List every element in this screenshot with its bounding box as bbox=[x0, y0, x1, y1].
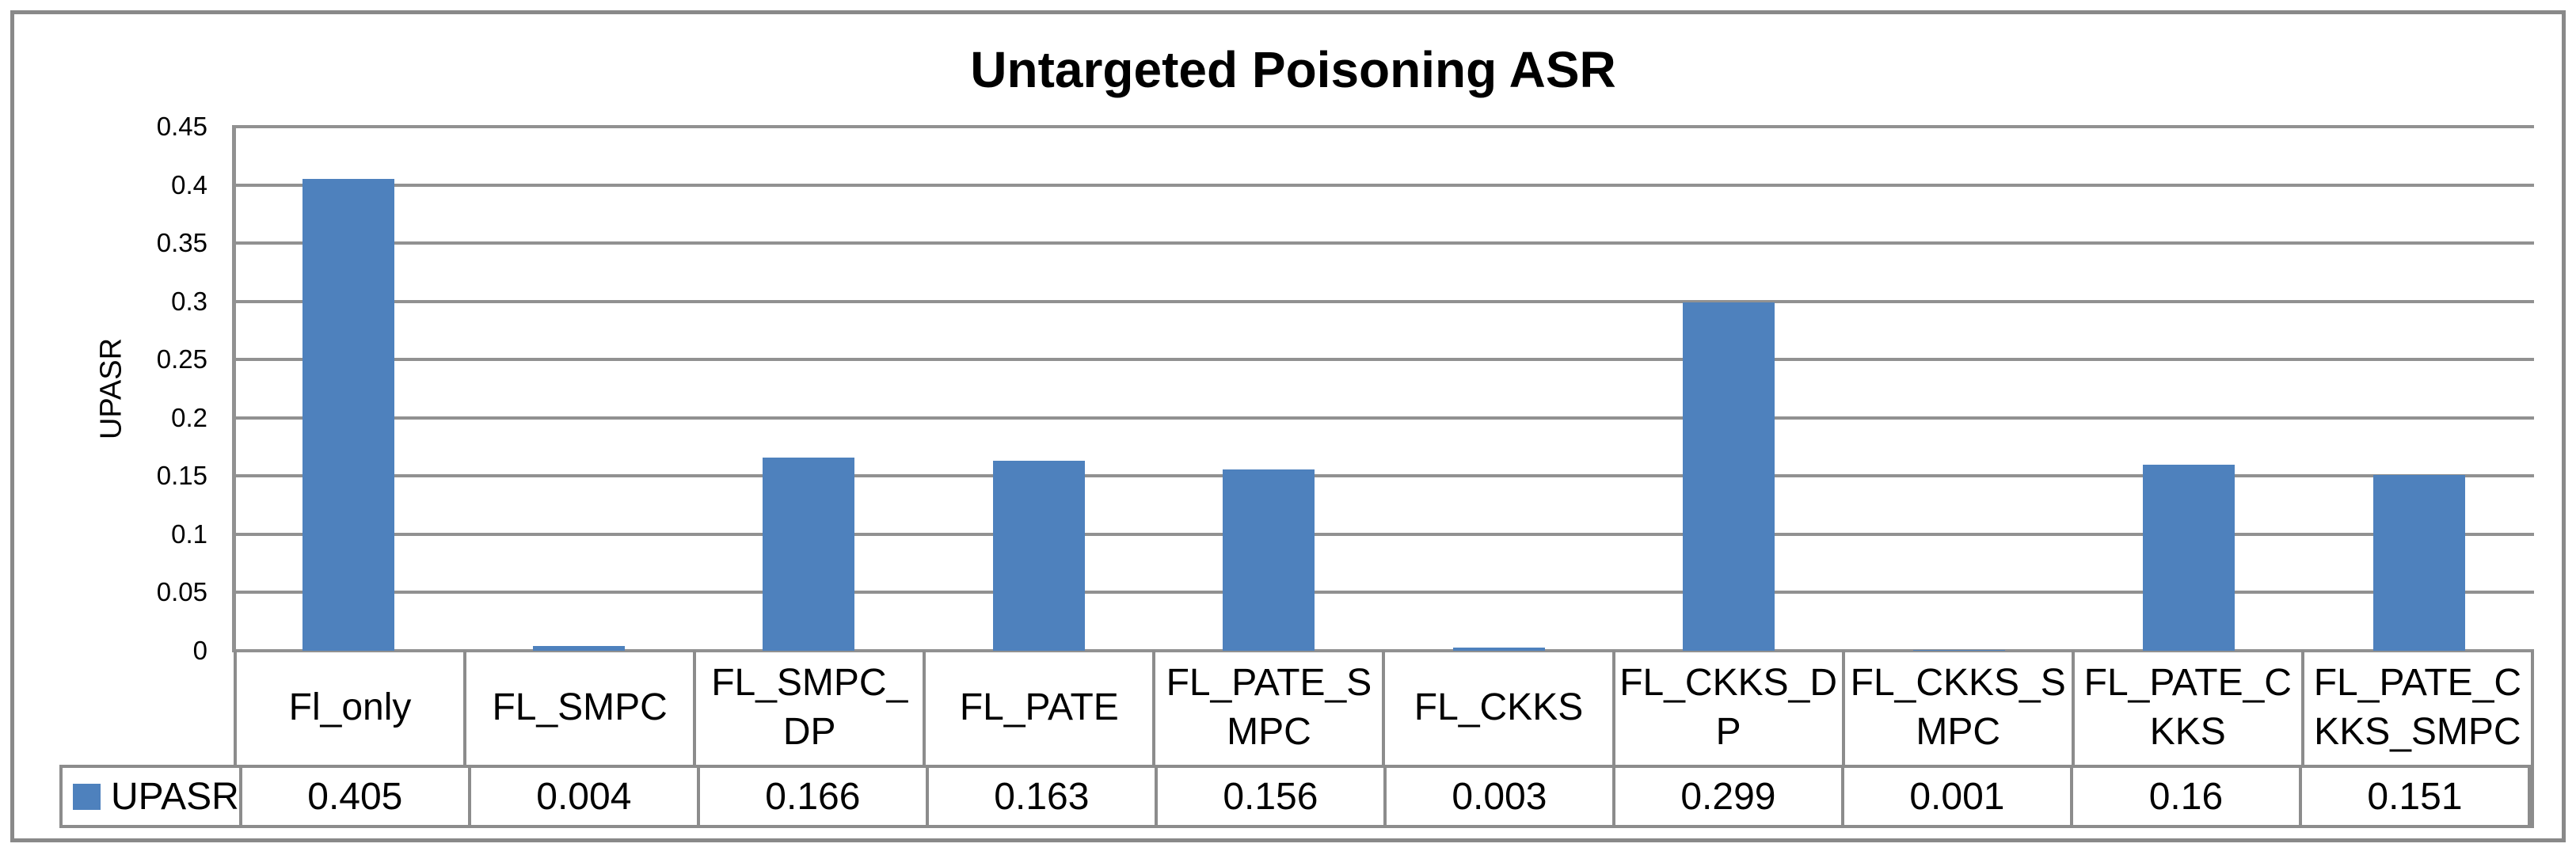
category-cell: FL_PATE bbox=[926, 651, 1156, 765]
legend-cell: UPASR bbox=[63, 768, 242, 825]
category-label: FL_CKKS_SMPC bbox=[1850, 662, 2066, 753]
bar-fl-smpc-dp bbox=[763, 457, 855, 651]
chart-title: Untargeted Poisoning ASR bbox=[970, 41, 1616, 98]
gridline bbox=[234, 125, 2534, 128]
bar-fl-pate-ckks bbox=[2143, 464, 2235, 651]
category-label: FL_CKKS bbox=[1414, 686, 1584, 728]
value-label: 0.166 bbox=[765, 775, 861, 818]
category-cell: FL_PATE_SMPC bbox=[1155, 651, 1386, 765]
value-label: 0.405 bbox=[307, 775, 403, 818]
category-label: Fl_only bbox=[288, 686, 412, 728]
category-cell: FL_SMPC bbox=[466, 651, 697, 765]
value-cell: 0.299 bbox=[1615, 768, 1844, 825]
category-cell: FL_CKKS bbox=[1385, 651, 1615, 765]
y-axis-line bbox=[232, 125, 236, 652]
category-label: FL_SMPC bbox=[492, 686, 668, 728]
category-label: FL_PATE_SMPC bbox=[1166, 662, 1372, 753]
category-cell: FL_CKKS_SMPC bbox=[1845, 651, 2075, 765]
category-cell: Fl_only bbox=[237, 651, 467, 765]
value-cell: 0.004 bbox=[471, 768, 700, 825]
category-label: FL_PATE bbox=[959, 686, 1119, 728]
value-label: 0.001 bbox=[1909, 775, 2005, 818]
gridline bbox=[234, 358, 2534, 362]
category-label: FL_CKKS_DP bbox=[1619, 662, 1837, 753]
data-table-value-row: UPASR 0.405 0.004 0.166 0.163 0.156 0.00… bbox=[59, 765, 2534, 828]
value-label: 0.299 bbox=[1680, 775, 1776, 818]
value-label: 0.004 bbox=[536, 775, 632, 818]
y-tick-label: 0.35 bbox=[156, 228, 207, 258]
y-tick-label: 0.05 bbox=[156, 577, 207, 607]
legend-series-label: UPASR bbox=[111, 775, 239, 818]
bar-fl-only bbox=[302, 179, 395, 651]
gridline bbox=[234, 532, 2534, 536]
y-tick-label: 0.4 bbox=[171, 169, 207, 200]
bar-fl-ckks-smpc bbox=[1912, 649, 2005, 651]
gridline bbox=[234, 591, 2534, 595]
y-tick-label: 0.1 bbox=[171, 519, 207, 549]
chart-border bbox=[10, 10, 2566, 842]
gridline bbox=[234, 241, 2534, 245]
y-tick-label: 0.25 bbox=[156, 344, 207, 374]
legend-swatch-icon bbox=[73, 783, 101, 810]
category-cell: FL_PATE_CKKS_SMPC bbox=[2304, 651, 2534, 765]
value-label: 0.003 bbox=[1452, 775, 1547, 818]
value-cell: 0.405 bbox=[242, 768, 471, 825]
value-cell: 0.156 bbox=[1158, 768, 1387, 825]
category-label: FL_PATE_CKKS_SMPC bbox=[2313, 662, 2522, 753]
bar-fl-smpc bbox=[532, 646, 625, 651]
category-label: FL_PATE_CKKS bbox=[2083, 662, 2292, 753]
value-cell: 0.003 bbox=[1387, 768, 1615, 825]
bar-fl-ckks bbox=[1452, 647, 1545, 651]
bar-fl-pate bbox=[992, 461, 1085, 651]
category-cell: FL_SMPC_DP bbox=[696, 651, 927, 765]
gridline bbox=[234, 299, 2534, 303]
bar-fl-pate-ckks-smpc bbox=[2372, 474, 2465, 651]
y-tick-label: 0.15 bbox=[156, 461, 207, 491]
value-cell: 0.16 bbox=[2073, 768, 2302, 825]
gridline bbox=[234, 474, 2534, 478]
gridline bbox=[234, 416, 2534, 420]
category-cell: FL_PATE_CKKS bbox=[2075, 651, 2304, 765]
bar-fl-ckks-dp bbox=[1683, 302, 1775, 651]
y-tick-label: 0.2 bbox=[171, 402, 207, 432]
category-axis-row: Fl_only FL_SMPC FL_SMPC_DP FL_PATE FL_PA… bbox=[234, 651, 2534, 768]
value-label: 0.163 bbox=[994, 775, 1090, 818]
category-cell: FL_CKKS_DP bbox=[1615, 651, 1845, 765]
y-tick-label: 0.3 bbox=[171, 286, 207, 316]
value-label: 0.16 bbox=[2148, 775, 2224, 818]
value-label: 0.156 bbox=[1223, 775, 1318, 818]
y-tick-label: 0 bbox=[192, 636, 207, 665]
category-label: FL_SMPC_DP bbox=[711, 662, 908, 753]
gridline bbox=[234, 183, 2534, 187]
plot-area bbox=[234, 125, 2534, 652]
value-label: 0.151 bbox=[2367, 775, 2463, 818]
value-cell: 0.151 bbox=[2302, 768, 2531, 825]
y-tick-label: 0.45 bbox=[156, 112, 207, 141]
value-cell: 0.001 bbox=[1844, 768, 2073, 825]
bar-fl-pate-smpc bbox=[1223, 469, 1315, 651]
value-cell: 0.163 bbox=[929, 768, 1158, 825]
value-cell: 0.166 bbox=[700, 768, 929, 825]
